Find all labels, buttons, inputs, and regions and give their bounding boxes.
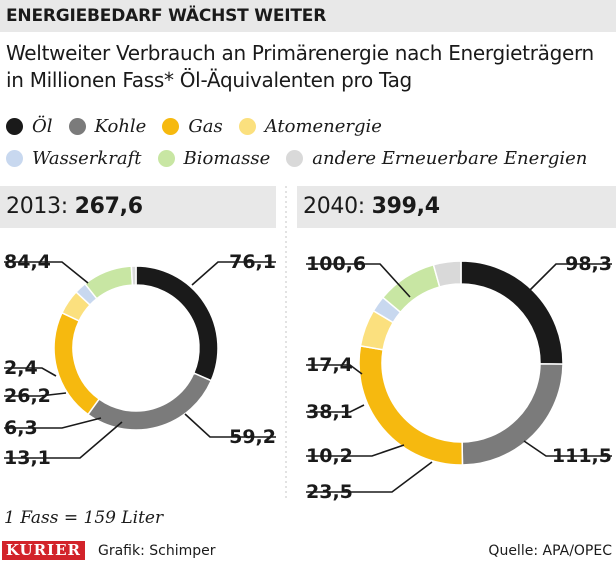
year-label: 2013 (6, 194, 61, 219)
chart-title: Weltweiter Verbrauch an Primärenergie na… (6, 40, 612, 94)
total-value: 267,6 (74, 194, 143, 219)
slice-2040-kohle (461, 363, 564, 466)
leader-line-2040-gas (523, 440, 612, 457)
leader-line-2013-biomasse (4, 392, 67, 397)
legend-dot (68, 117, 86, 135)
legend-label: andere Erneuerbare Energien (312, 147, 588, 169)
year-label: 2040 (303, 194, 358, 219)
leader-line-2013-oel (4, 261, 89, 284)
slice-2040-gas (358, 345, 464, 466)
data-label-2040-oel: 100,6 (306, 253, 366, 275)
credit: Grafik: Schimper (98, 543, 216, 559)
legend-item-atomenergie: Atomenergie (238, 115, 382, 137)
leader-line-2040-atomenergie (306, 461, 433, 493)
data-label-2040-biomasse: 38,1 (306, 401, 353, 423)
leader-line-2013-gas (184, 413, 276, 438)
legend-item-kohle: Kohle (68, 115, 147, 137)
legend-dot (238, 117, 256, 135)
footer: KURIER Grafik: Schimper Quelle: APA/OPEC (0, 540, 616, 562)
legend-label: Biomasse (183, 147, 271, 169)
legend-dot (157, 149, 175, 167)
legend-row-2: Wasserkraft Biomasse andere Erneuerbare … (6, 142, 612, 174)
slice-2013-gas (53, 311, 101, 416)
slice-2040-oel (460, 260, 564, 365)
data-label-2013-wasserkraft: 6,3 (4, 417, 38, 439)
legend-item-oel: Öl (6, 116, 53, 137)
legend-item-biomasse: Biomasse (157, 147, 271, 169)
legend-dot (6, 117, 23, 135)
kurier-logo: KURIER (2, 541, 85, 560)
title-line-1: Weltweiter Verbrauch an Primärenergie na… (6, 41, 594, 65)
leader-line-2040-kohle (527, 263, 612, 293)
leader-line-2013-andere-erneuerbare (4, 367, 57, 377)
kicker-headline: ENERGIEBEDARF WÄCHST WEITER (0, 0, 616, 32)
data-label-2013-gas: 59,2 (229, 426, 276, 448)
leader-line-2040-oel (306, 263, 411, 298)
legend-item-wasserkraft: Wasserkraft (6, 148, 142, 169)
legend-label: Atomenergie (264, 115, 382, 137)
data-label-2040-andere-erneuerbare: 17,4 (306, 354, 353, 376)
data-label-2013-biomasse: 26,2 (4, 385, 51, 407)
leader-line-2013-atomenergie (4, 421, 123, 459)
data-label-2040-atomenergie: 23,5 (306, 481, 353, 503)
donut-2013: 84,4 76,1 59,2 13,1 6,3 26,2 2,4 (4, 251, 276, 469)
leader-line-2040-wasserkraft (306, 444, 405, 457)
data-label-2040-gas: 111,5 (552, 445, 612, 467)
slice-2013-oel (135, 265, 219, 382)
total-value: 399,4 (371, 194, 440, 219)
slice-2013-biomasse (83, 265, 134, 300)
leader-line-2040-biomasse (306, 404, 365, 413)
slice-2013-andere-erneuerbare (130, 265, 137, 286)
legend-label: Öl (32, 115, 53, 137)
footnote: 1 Fass = 159 Liter (4, 508, 164, 528)
panel-header-2040: 2040: 399,4 (297, 186, 616, 228)
data-label-2013-andere-erneuerbare: 2,4 (4, 357, 38, 379)
slice-2040-andere-erneuerbare (432, 260, 462, 288)
data-label-2013-oel: 84,4 (4, 251, 51, 273)
legend-item-andere-erneuerbare: andere Erneuerbare Energien (286, 148, 587, 169)
legend-dot (162, 117, 180, 135)
source: Quelle: APA/OPEC (488, 543, 612, 559)
legend-label: Kohle (94, 115, 147, 137)
legend-dot (6, 149, 23, 167)
legend-item-gas: Gas (162, 115, 223, 137)
slice-2040-biomasse (381, 263, 441, 314)
leader-line-2013-kohle (191, 261, 276, 286)
legend: Öl Kohle Gas Atomenergie Wasserkraft Bio… (6, 110, 612, 174)
legend-label: Wasserkraft (32, 147, 142, 169)
donut-2040: 100,6 98,3 111,5 23,5 10,2 38,1 17,4 (306, 253, 612, 503)
data-label-2013-kohle: 76,1 (229, 251, 276, 273)
title-line-2: in Millionen Fass* Öl-Äquivalenten pro T… (6, 68, 412, 92)
leader-line-2040-andere-erneuerbare (306, 364, 363, 375)
legend-row-1: Öl Kohle Gas Atomenergie (6, 110, 612, 142)
data-label-2040-kohle: 98,3 (565, 253, 612, 275)
leader-line-2013-wasserkraft (4, 417, 102, 429)
data-label-2040-wasserkraft: 10,2 (306, 445, 353, 467)
legend-label: Gas (188, 115, 223, 137)
panel-header-2013: 2013: 267,6 (0, 186, 276, 228)
legend-dot (286, 149, 304, 167)
data-label-2013-atomenergie: 13,1 (4, 447, 51, 469)
